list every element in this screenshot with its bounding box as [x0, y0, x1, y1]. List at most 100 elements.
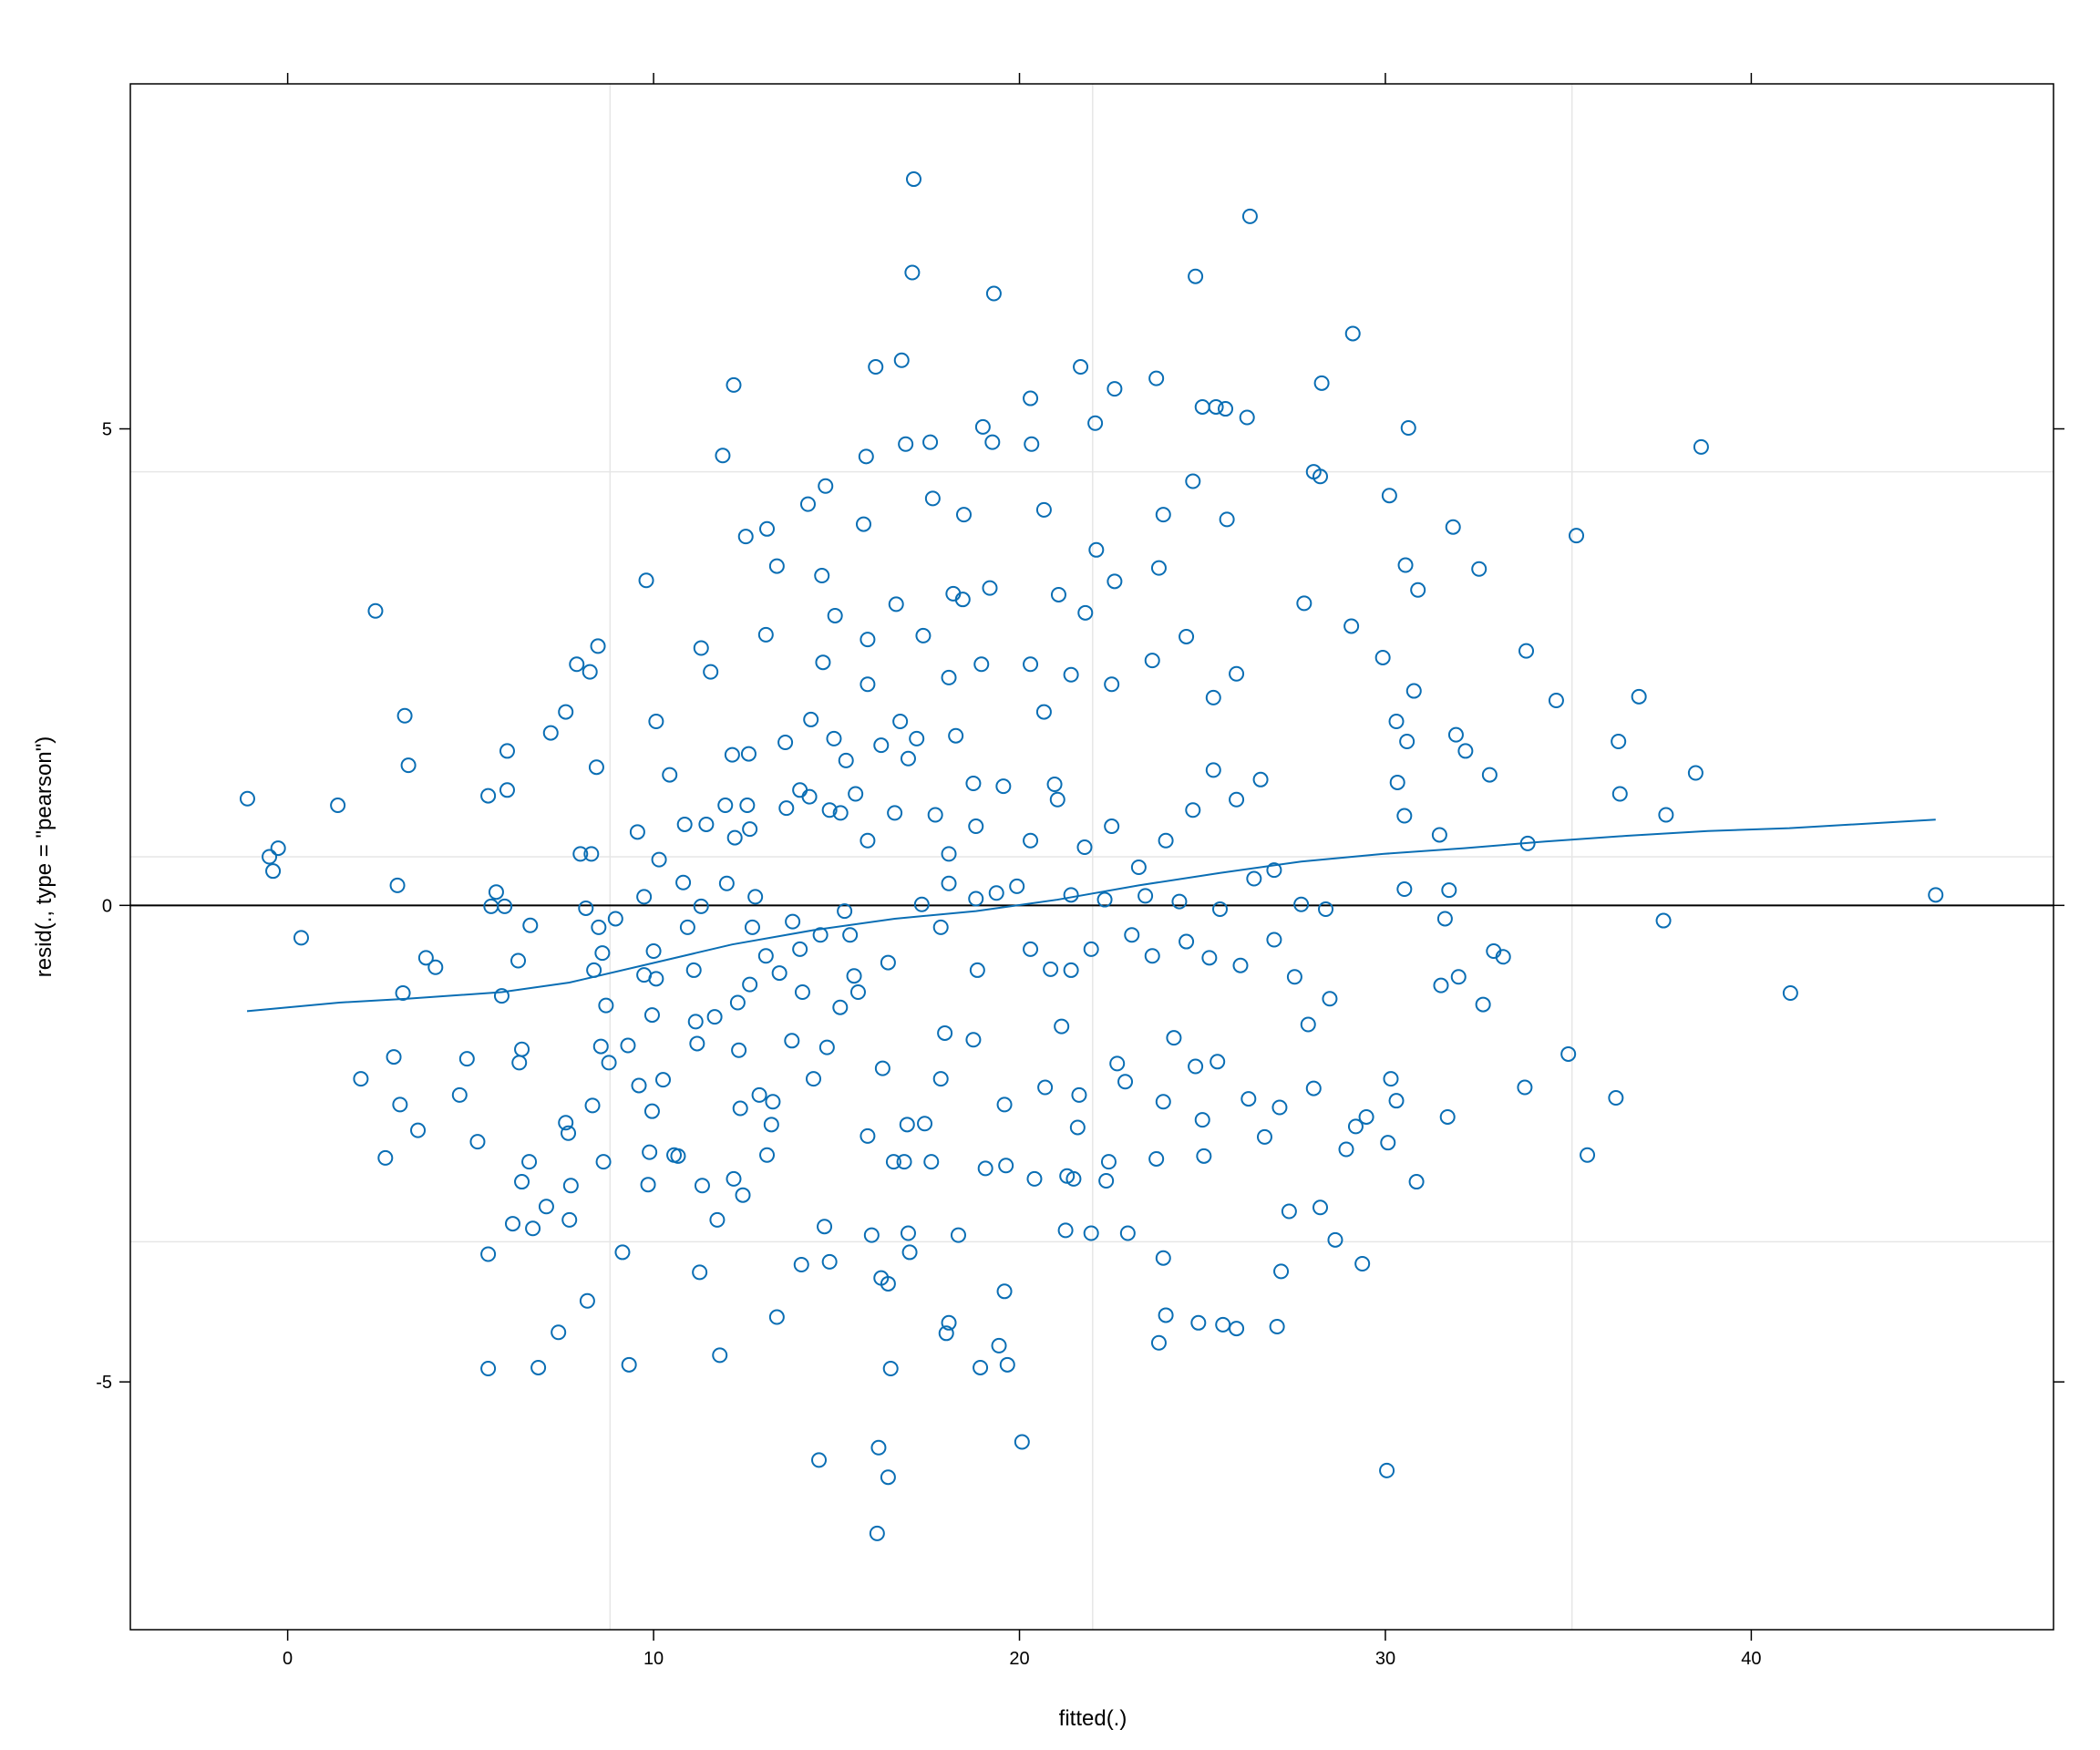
point [1241, 208, 1258, 224]
point [965, 775, 982, 791]
point [1305, 1080, 1322, 1096]
point [1171, 893, 1188, 910]
y-tick-label: 0 [102, 896, 112, 916]
point [590, 638, 606, 654]
point [988, 885, 1004, 901]
point [740, 746, 757, 762]
point [1447, 726, 1464, 743]
point [1059, 1168, 1076, 1184]
point [1239, 409, 1255, 426]
point [1119, 1225, 1136, 1241]
point [1155, 1250, 1171, 1266]
point [991, 1337, 1007, 1354]
y-tick-label: -5 [96, 1373, 112, 1393]
point [777, 735, 794, 751]
point [1144, 948, 1160, 964]
point [1928, 887, 1944, 903]
point [832, 999, 849, 1015]
point [1693, 438, 1709, 455]
point [601, 1055, 617, 1071]
point [1185, 473, 1201, 489]
point [1273, 1263, 1290, 1280]
point [846, 968, 862, 984]
point [1043, 961, 1059, 977]
point [1281, 1203, 1297, 1220]
point [751, 1086, 767, 1103]
point [1166, 1030, 1182, 1046]
point [1037, 1079, 1054, 1096]
point [1124, 927, 1140, 943]
point [579, 1292, 595, 1309]
point [793, 1257, 809, 1273]
point [499, 743, 515, 759]
point [1096, 891, 1113, 908]
point [1312, 468, 1329, 485]
point [1396, 881, 1413, 898]
point [1388, 1093, 1405, 1109]
point [898, 436, 914, 452]
point [1069, 1119, 1086, 1136]
point [1023, 656, 1039, 673]
point [662, 767, 678, 783]
point [763, 1117, 779, 1133]
x-tick-label: 40 [1741, 1649, 1761, 1669]
point [785, 913, 801, 930]
x-axis-title: fitted(.) [1059, 1706, 1127, 1731]
x-tick-label: 20 [1009, 1649, 1029, 1669]
point [1205, 762, 1221, 778]
point [849, 983, 866, 1000]
point [514, 1174, 530, 1190]
point [1658, 807, 1674, 823]
point [584, 1097, 601, 1114]
point [698, 816, 715, 832]
point [1381, 488, 1397, 504]
point [293, 930, 309, 946]
point [1063, 962, 1079, 978]
point [1246, 870, 1262, 887]
point [551, 1324, 567, 1341]
point [974, 418, 991, 435]
point [1063, 887, 1079, 903]
point [505, 1216, 521, 1232]
point [880, 1275, 896, 1292]
point [655, 1072, 672, 1088]
point [514, 1041, 530, 1057]
point [392, 1096, 408, 1113]
point [1158, 832, 1174, 849]
point [913, 896, 930, 912]
point [558, 1115, 574, 1131]
point [1410, 582, 1426, 598]
point [924, 490, 941, 507]
point [941, 875, 957, 891]
point [1107, 381, 1123, 397]
point [815, 654, 831, 671]
point [1379, 1462, 1395, 1478]
point [1396, 808, 1413, 824]
point [821, 1253, 838, 1270]
point [1240, 1091, 1257, 1107]
point [265, 863, 282, 880]
point [757, 948, 774, 964]
point [1358, 1108, 1374, 1125]
point [1344, 325, 1361, 342]
point [792, 941, 808, 957]
point [827, 607, 843, 623]
point [1144, 653, 1160, 669]
point [1322, 991, 1338, 1007]
point [973, 1359, 989, 1375]
point [497, 898, 513, 914]
point [561, 1125, 577, 1141]
point [747, 889, 764, 905]
point [1155, 507, 1171, 523]
point [1100, 1154, 1117, 1170]
point [643, 1007, 660, 1024]
point [1063, 666, 1079, 683]
point [1655, 912, 1672, 929]
point [735, 1187, 751, 1203]
point [1117, 1074, 1134, 1090]
point [724, 746, 740, 763]
point [1138, 888, 1154, 904]
point [692, 1264, 708, 1281]
point [717, 798, 734, 814]
